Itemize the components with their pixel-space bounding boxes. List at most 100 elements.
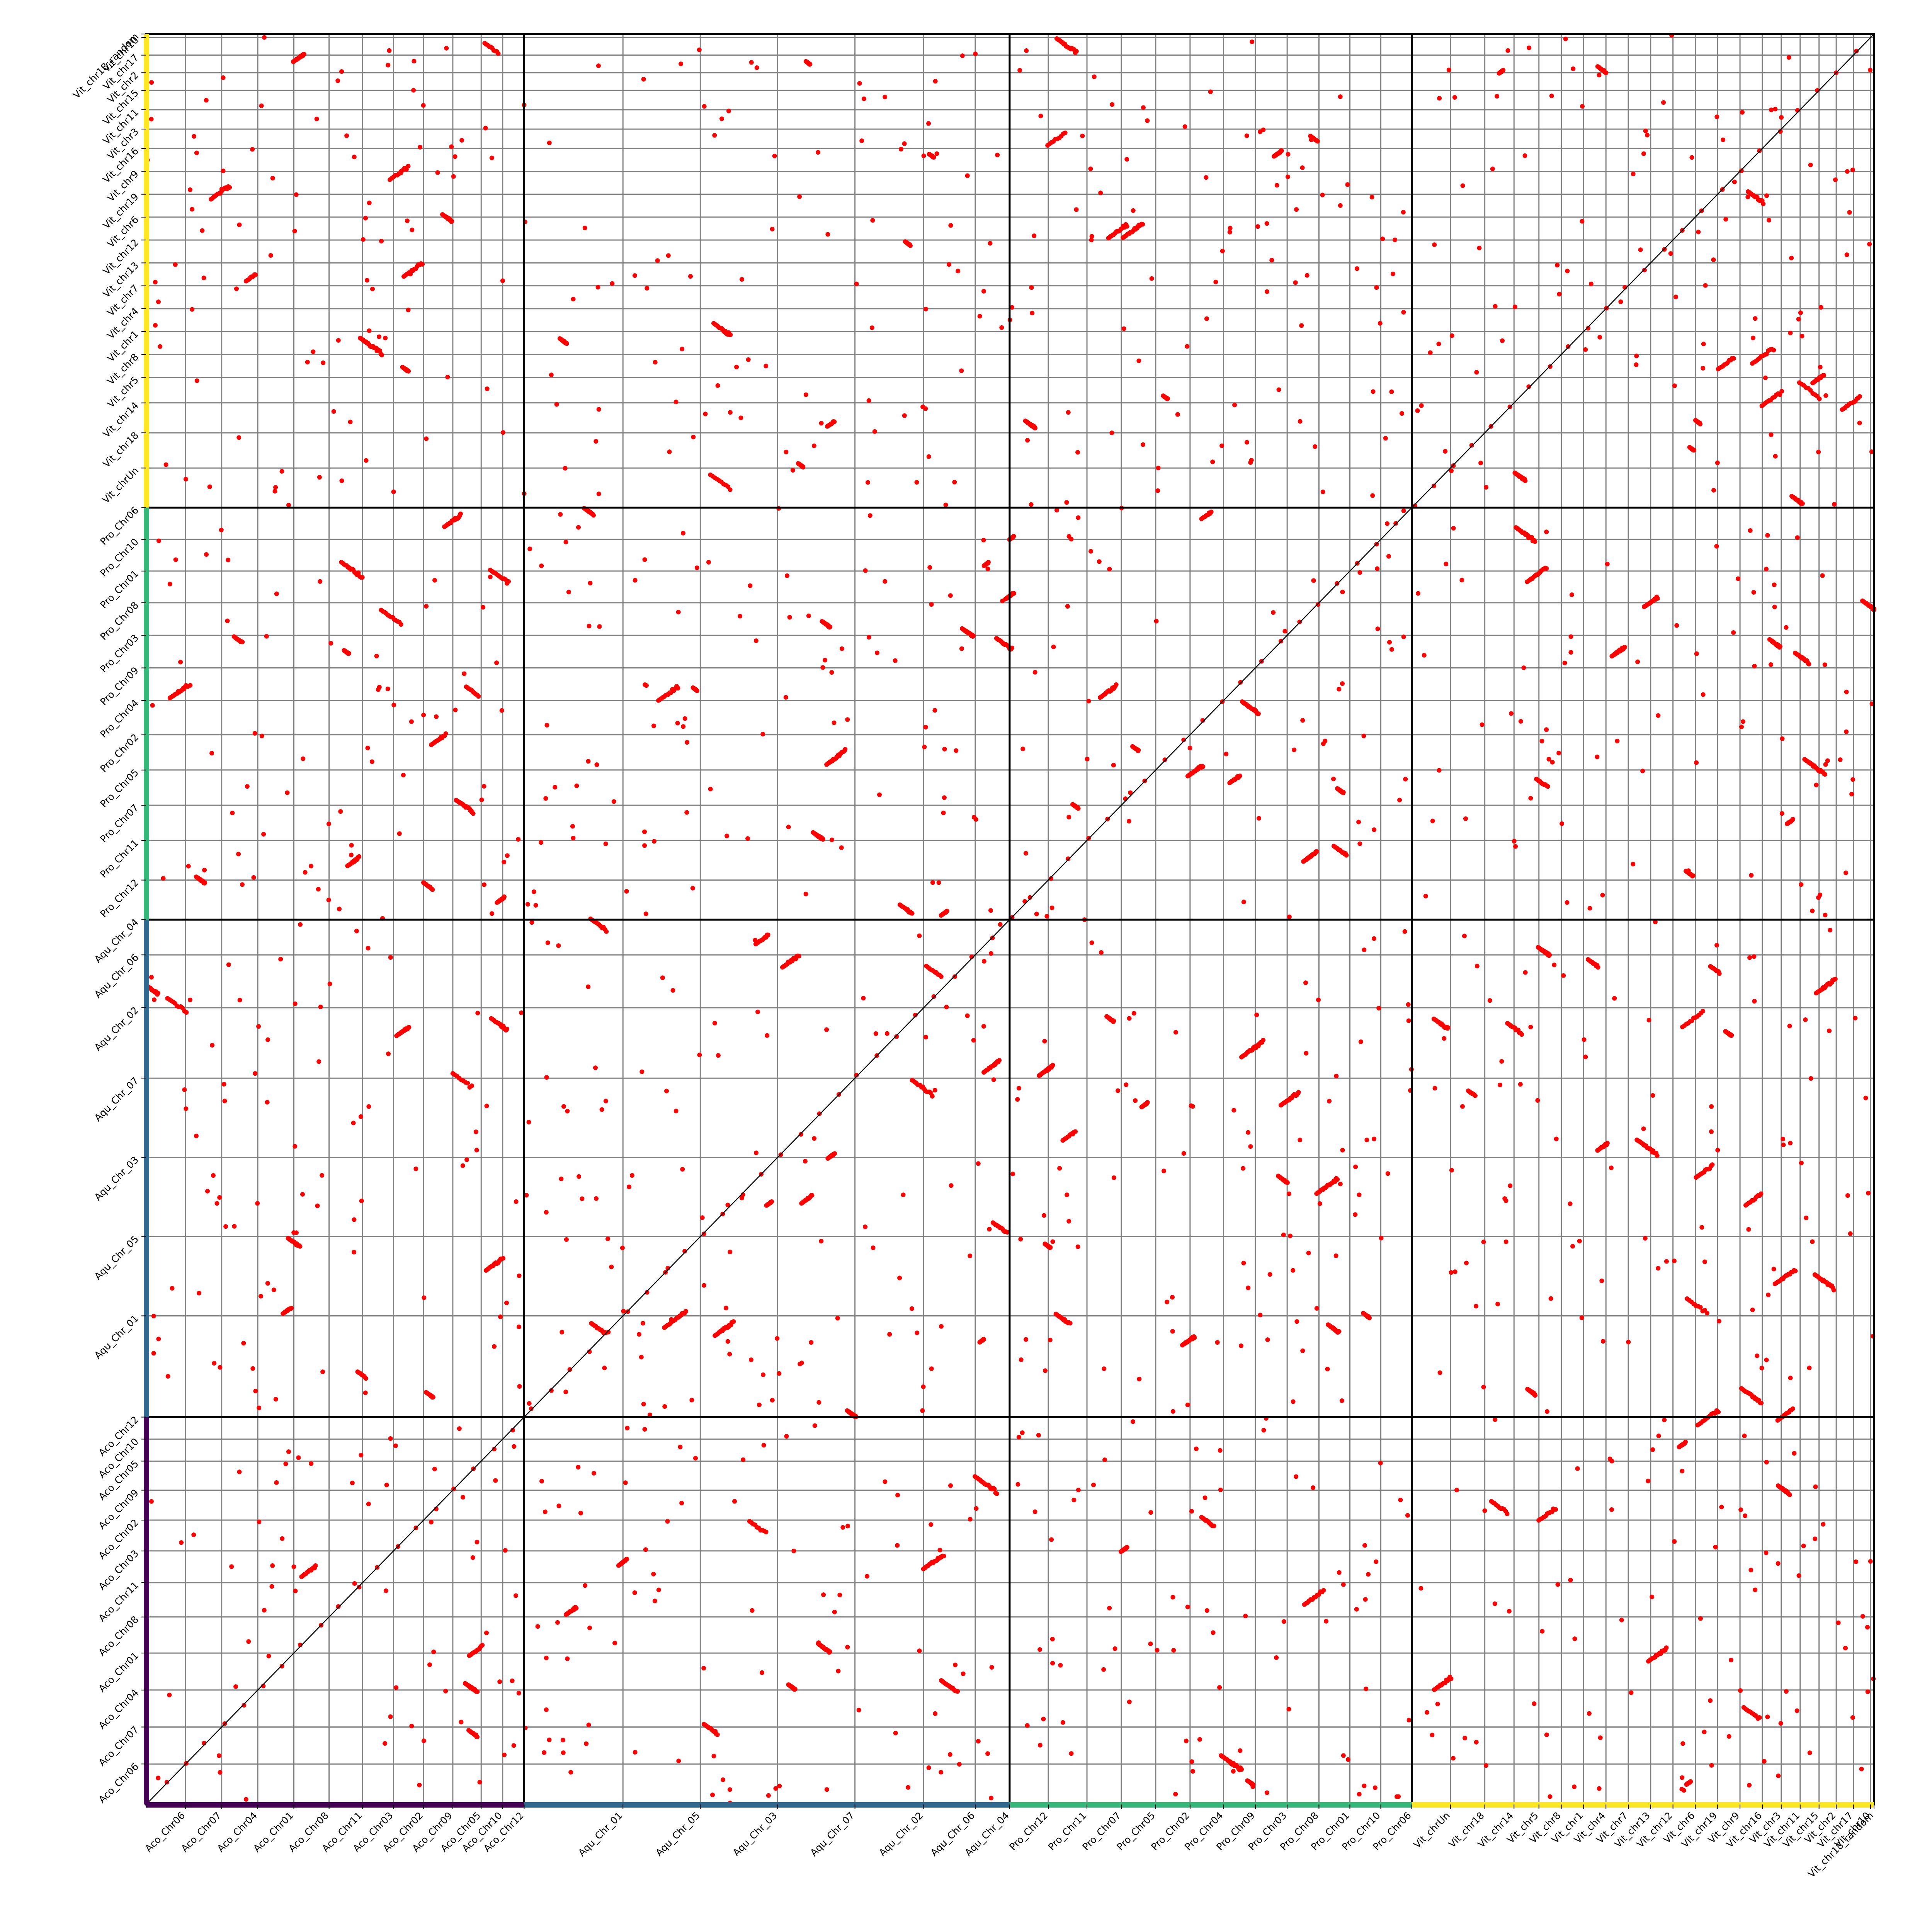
- synteny-point: [1238, 1748, 1243, 1753]
- synteny-point: [1831, 1287, 1836, 1293]
- synteny-point: [1250, 1784, 1255, 1789]
- synteny-point: [1773, 454, 1778, 459]
- synteny-point: [806, 613, 811, 618]
- synteny-point: [682, 716, 687, 721]
- synteny-point: [690, 886, 695, 891]
- synteny-point: [453, 707, 458, 713]
- synteny-point: [1401, 310, 1406, 315]
- synteny-point: [633, 1750, 638, 1755]
- synteny-point: [1820, 573, 1825, 578]
- synteny-point: [1817, 396, 1822, 401]
- synteny-point: [311, 349, 316, 354]
- synteny-point: [765, 932, 770, 937]
- synteny-point: [270, 176, 275, 181]
- synteny-point: [1285, 174, 1290, 179]
- synteny-point: [1523, 970, 1528, 975]
- synteny-point: [408, 272, 413, 277]
- synteny-point: [976, 1161, 981, 1166]
- synteny-point: [565, 1656, 570, 1661]
- synteny-point: [197, 1291, 202, 1296]
- synteny-point: [1868, 1559, 1873, 1564]
- synteny-point: [544, 1075, 549, 1080]
- synteny-point: [694, 565, 699, 570]
- synteny-point: [1136, 358, 1141, 363]
- synteny-point: [1162, 757, 1167, 762]
- synteny-point: [326, 898, 331, 903]
- synteny-point: [496, 51, 501, 56]
- synteny-point: [1034, 912, 1039, 917]
- synteny-point: [393, 1443, 398, 1448]
- synteny-point: [1190, 1769, 1196, 1774]
- synteny-point: [1406, 1018, 1411, 1023]
- synteny-point: [391, 489, 396, 494]
- synteny-point: [1702, 1730, 1707, 1735]
- synteny-point: [264, 634, 269, 639]
- synteny-point: [1058, 1663, 1063, 1668]
- synteny-point: [1032, 1509, 1037, 1514]
- synteny-point: [1779, 389, 1784, 394]
- synteny-point: [1338, 94, 1343, 99]
- synteny-point: [1432, 483, 1436, 488]
- synteny-point: [1555, 1582, 1560, 1587]
- synteny-point: [1792, 1451, 1797, 1456]
- synteny-point: [1451, 1756, 1456, 1761]
- synteny-point: [1374, 285, 1379, 290]
- synteny-point: [1170, 1409, 1175, 1414]
- synteny-point: [151, 1351, 156, 1356]
- synteny-point: [434, 714, 439, 719]
- synteny-point: [1813, 1484, 1818, 1489]
- synteny-point: [397, 831, 402, 836]
- synteny-point: [1713, 1544, 1718, 1549]
- synteny-point: [1220, 248, 1225, 253]
- synteny-point: [1367, 1315, 1372, 1320]
- genome-bar-y: [144, 1417, 149, 1804]
- synteny-point: [527, 1401, 532, 1406]
- synteny-point: [1043, 1368, 1048, 1373]
- synteny-point: [481, 784, 486, 789]
- synteny-point: [1050, 1063, 1055, 1068]
- synteny-point: [1141, 442, 1146, 447]
- synteny-point: [1397, 798, 1402, 803]
- synteny-point: [501, 1256, 506, 1261]
- synteny-point: [764, 1529, 769, 1534]
- synteny-point: [642, 557, 647, 562]
- synteny-point: [1020, 1430, 1025, 1435]
- synteny-point: [1577, 1239, 1582, 1243]
- synteny-point: [932, 1088, 937, 1093]
- synteny-point: [1238, 680, 1243, 685]
- synteny-point: [1215, 1340, 1220, 1345]
- synteny-point: [681, 724, 686, 729]
- synteny-point: [1788, 330, 1793, 335]
- synteny-point: [1828, 928, 1833, 933]
- synteny-point: [1443, 449, 1448, 454]
- synteny-point: [1690, 873, 1696, 878]
- synteny-point: [1552, 963, 1557, 968]
- synteny-point: [1474, 1740, 1479, 1745]
- synteny-point: [1037, 1647, 1043, 1652]
- synteny-point: [784, 449, 789, 454]
- synteny-point: [948, 1483, 953, 1488]
- synteny-point: [1389, 647, 1394, 652]
- synteny-point: [1738, 1688, 1743, 1693]
- synteny-point: [475, 1735, 480, 1740]
- synteny-point: [1060, 1720, 1065, 1725]
- synteny-point: [429, 1520, 434, 1525]
- synteny-point: [265, 1037, 270, 1042]
- synteny-point: [1041, 1213, 1046, 1218]
- synteny-point: [930, 1094, 935, 1099]
- synteny-point: [1726, 1734, 1731, 1739]
- synteny-point: [869, 325, 874, 330]
- synteny-point: [1261, 1037, 1265, 1043]
- synteny-point: [1731, 630, 1736, 635]
- synteny-point: [1446, 67, 1451, 72]
- synteny-point: [726, 109, 731, 114]
- synteny-point: [406, 1025, 412, 1030]
- synteny-point: [1012, 591, 1017, 596]
- synteny-point: [1437, 768, 1442, 773]
- synteny-point: [1316, 997, 1321, 1002]
- synteny-point: [1557, 292, 1562, 297]
- synteny-point: [561, 1750, 566, 1755]
- synteny-point: [1209, 509, 1214, 514]
- synteny-point: [580, 1196, 585, 1201]
- synteny-point: [1276, 387, 1281, 392]
